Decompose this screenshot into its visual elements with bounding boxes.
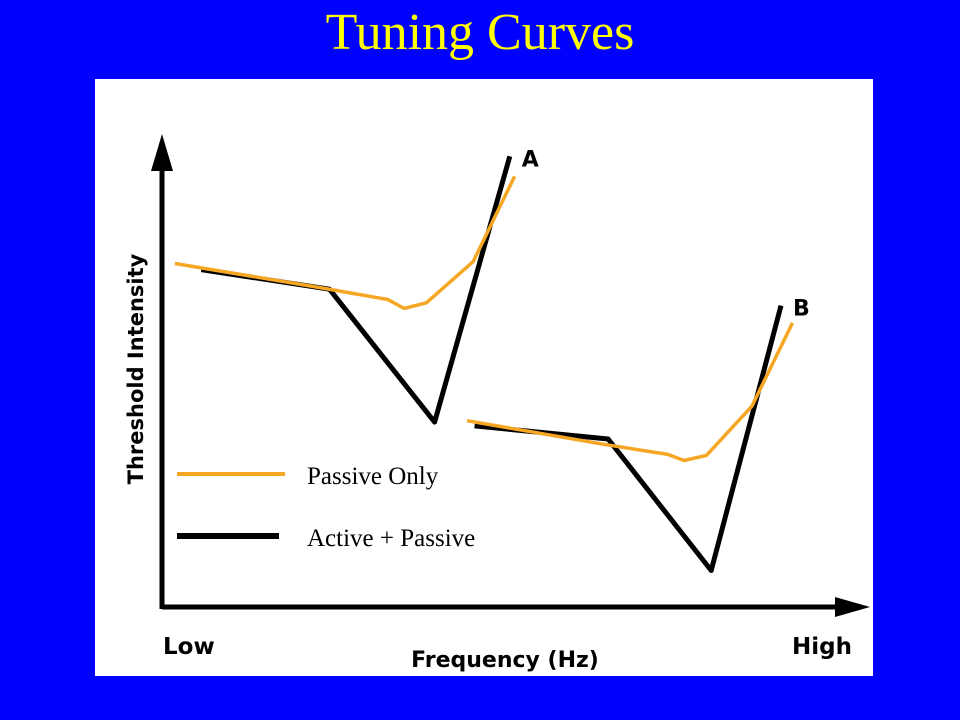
curve-label-a: A bbox=[522, 147, 539, 172]
y-axis bbox=[151, 134, 173, 609]
legend-label-passive: Passive Only bbox=[307, 463, 439, 490]
slide-title: Tuning Curves bbox=[325, 4, 635, 61]
x-axis-arrow-icon bbox=[835, 597, 870, 617]
x-axis bbox=[162, 597, 870, 617]
legend-label-active: Active + Passive bbox=[307, 525, 475, 552]
y-axis-arrow-icon bbox=[151, 134, 173, 171]
y-axis-label: Threshold Intensity bbox=[124, 253, 148, 484]
curve-a-passive-line bbox=[174, 175, 517, 311]
chart-panel: Low High Frequency (Hz) Threshold Intens… bbox=[95, 79, 873, 676]
curve-b-active-line bbox=[474, 304, 784, 573]
x-tick-high: High bbox=[792, 634, 852, 660]
curve-b-passive-line bbox=[466, 322, 795, 463]
curves: AB bbox=[174, 147, 810, 573]
legend: Passive Only Active + Passive bbox=[177, 463, 475, 552]
x-axis-label: Frequency (Hz) bbox=[411, 648, 599, 673]
curve-a-active-line bbox=[200, 155, 513, 425]
curve-label-b: B bbox=[793, 297, 810, 322]
tuning-curves-chart: Low High Frequency (Hz) Threshold Intens… bbox=[124, 134, 870, 673]
x-tick-low: Low bbox=[163, 634, 215, 660]
